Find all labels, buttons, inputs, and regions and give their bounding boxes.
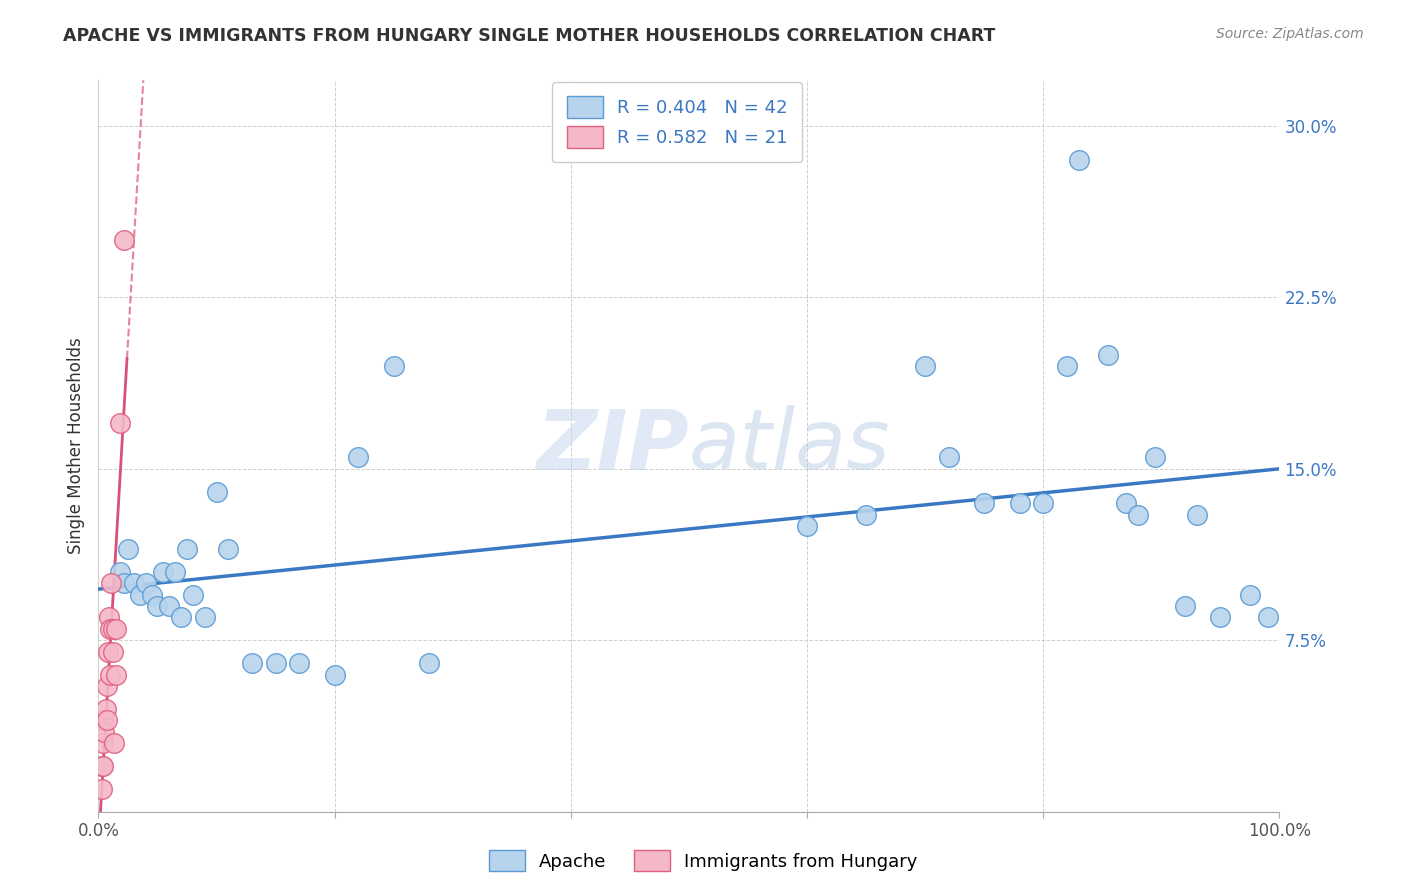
Point (146, 599, 169, 613)
Point (91, 714, 114, 728)
Point (1185, 508, 1208, 522)
Point (103, 736, 125, 750)
Point (157, 599, 180, 613)
Point (128, 588, 150, 602)
Point (1008, 496, 1031, 510)
Legend: Apache, Immigrants from Hungary: Apache, Immigrants from Hungary (481, 843, 925, 879)
Point (91, 759, 114, 773)
Point (112, 576, 135, 591)
Point (1056, 359, 1078, 373)
Point (1126, 508, 1149, 522)
Text: ZIP: ZIP (536, 406, 689, 486)
Point (176, 541, 198, 556)
Point (98, 622, 121, 636)
Point (108, 416, 131, 430)
Point (105, 622, 128, 636)
Point (1174, 599, 1197, 613)
Point (796, 519, 818, 533)
Point (938, 450, 960, 465)
Point (98, 610, 121, 624)
Point (418, 656, 440, 670)
Point (108, 565, 131, 579)
Point (152, 565, 174, 579)
Point (117, 541, 139, 556)
Point (100, 576, 122, 591)
Point (323, 667, 346, 681)
Point (1067, 153, 1090, 168)
Point (91, 781, 114, 796)
Point (973, 496, 995, 510)
Point (96, 679, 118, 693)
Point (93, 724, 115, 739)
Point (1032, 496, 1054, 510)
Point (382, 359, 405, 373)
Point (112, 233, 135, 247)
Point (91, 736, 114, 750)
Point (122, 576, 145, 591)
Point (347, 450, 370, 465)
Point (135, 576, 157, 591)
Point (97, 645, 120, 659)
Point (101, 622, 124, 636)
Point (170, 610, 193, 624)
Point (1209, 610, 1232, 624)
Text: APACHE VS IMMIGRANTS FROM HUNGARY SINGLE MOTHER HOUSEHOLDS CORRELATION CHART: APACHE VS IMMIGRANTS FROM HUNGARY SINGLE… (63, 27, 995, 45)
Point (855, 508, 877, 522)
Point (1144, 450, 1167, 465)
Point (181, 588, 204, 602)
Y-axis label: Single Mother Households: Single Mother Households (66, 338, 84, 554)
Point (1115, 496, 1137, 510)
Point (98, 667, 121, 681)
Legend: R = 0.404   N = 42, R = 0.582   N = 21: R = 0.404 N = 42, R = 0.582 N = 21 (553, 82, 801, 162)
Point (205, 484, 228, 499)
Point (91, 759, 114, 773)
Point (1097, 347, 1119, 362)
Point (165, 565, 187, 579)
Text: Source: ZipAtlas.com: Source: ZipAtlas.com (1216, 27, 1364, 41)
Point (96, 714, 118, 728)
Point (94, 702, 117, 716)
Point (240, 656, 263, 670)
Point (194, 610, 217, 624)
Point (264, 656, 287, 670)
Point (105, 667, 128, 681)
Text: atlas: atlas (689, 406, 890, 486)
Point (101, 645, 124, 659)
Point (288, 656, 311, 670)
Point (1257, 610, 1279, 624)
Point (914, 359, 936, 373)
Point (141, 588, 163, 602)
Point (1239, 588, 1261, 602)
Point (217, 541, 239, 556)
